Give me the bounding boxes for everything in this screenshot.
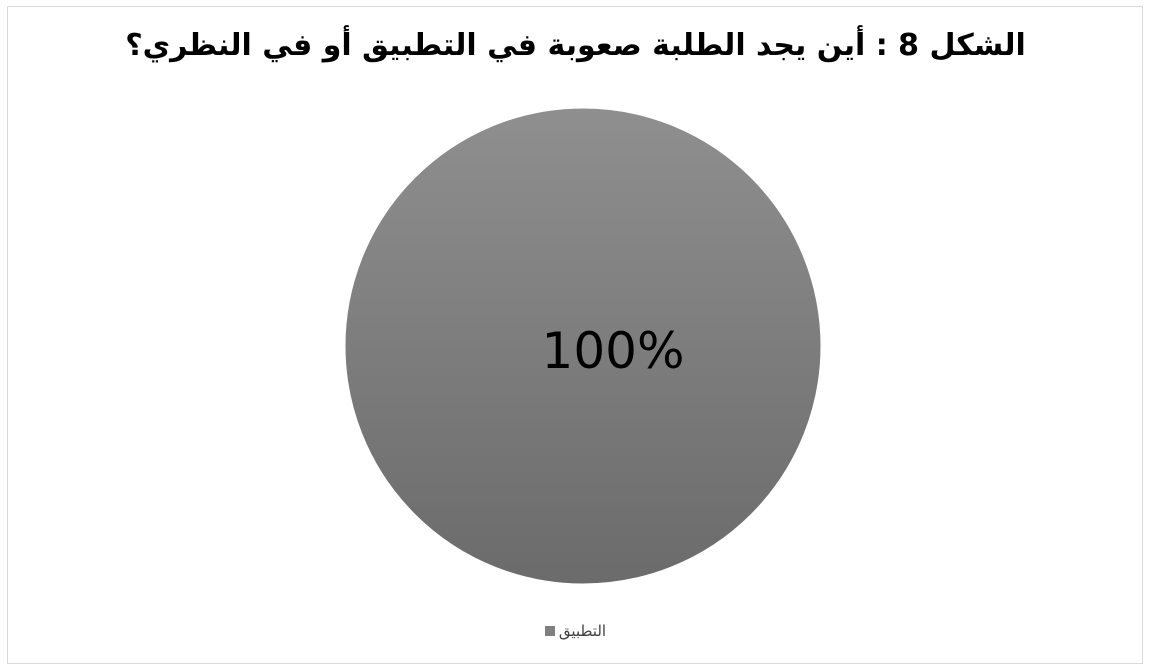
data-label-0: 100% [542,322,685,380]
legend: التطبيق [0,622,1151,640]
legend-item: التطبيق [544,622,607,640]
legend-swatch [544,626,555,636]
pie-slice-0 [344,107,822,585]
chart-title: الشكل 8 : أين يجد الطلبة صعوبة في التطبي… [125,28,1026,63]
legend-label: التطبيق [558,622,607,640]
